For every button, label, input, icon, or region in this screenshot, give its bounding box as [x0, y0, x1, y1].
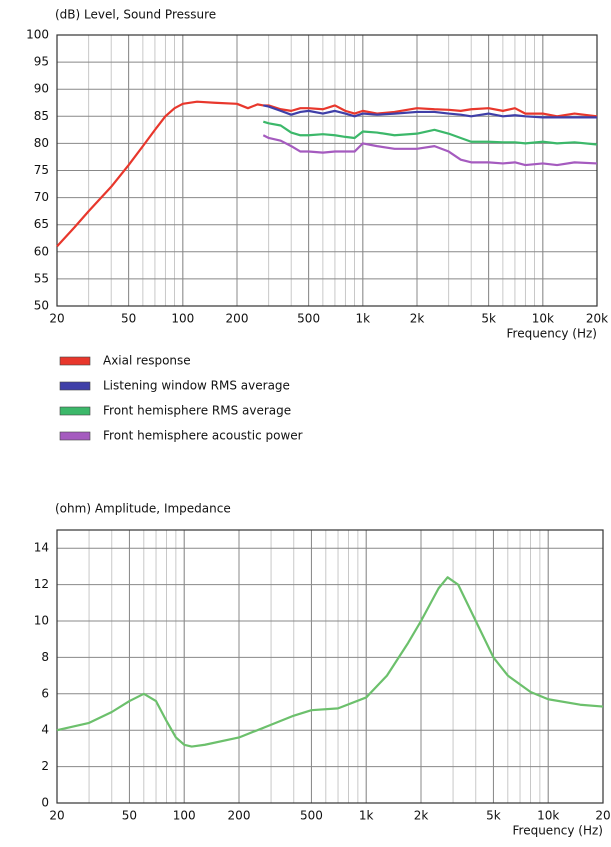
- x-tick-label: 1k: [356, 312, 371, 326]
- y-tick-label: 100: [26, 28, 49, 42]
- legend-swatch: [59, 431, 91, 441]
- y-tick-label: 95: [34, 55, 49, 69]
- y-tick-label: 14: [34, 541, 49, 555]
- x-tick-label: 20: [49, 809, 64, 823]
- x-tick-label: 50: [121, 312, 136, 326]
- x-tick-label: 500: [300, 809, 323, 823]
- legend-label: Front hemisphere acoustic power: [103, 429, 303, 443]
- y-tick-label: 65: [34, 217, 49, 231]
- x-tick-label: 10k: [537, 809, 559, 823]
- legend-label: Axial response: [103, 354, 191, 368]
- plot-frame: [56, 529, 604, 804]
- y-tick-label: 60: [34, 244, 49, 258]
- y-tick-label: 70: [34, 190, 49, 204]
- x-tick-label: 500: [297, 312, 320, 326]
- x-tick-label: 200: [228, 809, 251, 823]
- x-tick-label: 200: [226, 312, 249, 326]
- legend-swatch: [59, 381, 91, 391]
- x-tick-label: 1k: [359, 809, 374, 823]
- y-tick-label: 80: [34, 136, 49, 150]
- x-tick-label: 2k: [410, 312, 425, 326]
- legend-swatch: [59, 356, 91, 366]
- y-tick-label: 10: [34, 614, 49, 628]
- x-tick-label: 20: [595, 809, 610, 823]
- y-tick-label: 4: [41, 723, 49, 737]
- y-tick-label: 8: [41, 650, 49, 664]
- y-tick-label: 55: [34, 271, 49, 285]
- x-tick-label: 5k: [486, 809, 501, 823]
- series-line: [263, 104, 597, 119]
- y-tick-label: 12: [34, 577, 49, 591]
- x-axis-label: Frequency (Hz): [507, 327, 598, 341]
- legend-label: Front hemisphere RMS average: [103, 404, 291, 418]
- x-tick-label: 2k: [414, 809, 429, 823]
- series-line: [56, 100, 598, 248]
- impedance-line: [56, 576, 604, 748]
- plot-frame: [56, 34, 598, 307]
- x-tick-label: 100: [173, 809, 196, 823]
- y-tick-label: 75: [34, 163, 49, 177]
- x-tick-label: 10k: [532, 312, 554, 326]
- x-tick-label: 5k: [481, 312, 496, 326]
- y-tick-label: 50: [34, 299, 49, 313]
- x-tick-label: 20k: [586, 312, 608, 326]
- legend-label: Listening window RMS average: [103, 379, 290, 393]
- legend-swatch: [59, 406, 91, 416]
- y-tick-label: 85: [34, 109, 49, 123]
- y-tick-label: 6: [41, 686, 49, 700]
- y-tick-label: 90: [34, 82, 49, 96]
- chart-title: (ohm) Amplitude, Impedance: [55, 502, 231, 516]
- y-tick-label: 2: [41, 759, 49, 773]
- chart-title: (dB) Level, Sound Pressure: [55, 8, 216, 22]
- x-tick-label: 100: [171, 312, 194, 326]
- series-line: [262, 120, 598, 146]
- y-tick-label: 0: [41, 796, 49, 810]
- x-tick-label: 20: [49, 312, 64, 326]
- x-tick-label: 50: [122, 809, 137, 823]
- series-line: [262, 134, 598, 167]
- x-axis-label: Frequency (Hz): [513, 824, 604, 838]
